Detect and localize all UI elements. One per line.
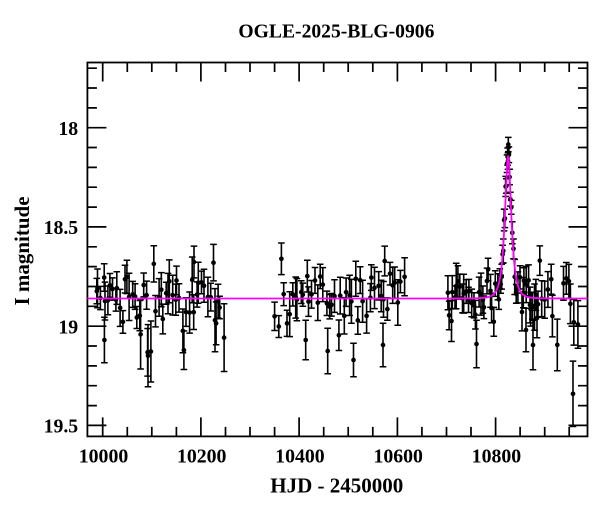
svg-text:10400: 10400 [275,446,325,468]
svg-text:18: 18 [58,118,78,140]
svg-text:10800: 10800 [472,446,522,468]
svg-text:18.5: 18.5 [44,217,79,239]
svg-text:19.5: 19.5 [44,416,79,438]
svg-text:HJD - 2450000: HJD - 2450000 [270,474,403,498]
svg-text:10200: 10200 [177,446,227,468]
svg-text:19: 19 [58,317,78,339]
svg-text:OGLE-2025-BLG-0906: OGLE-2025-BLG-0906 [238,22,434,43]
svg-text:I magnitude: I magnitude [10,196,34,305]
svg-text:10600: 10600 [373,446,423,468]
svg-text:10000: 10000 [79,446,129,468]
